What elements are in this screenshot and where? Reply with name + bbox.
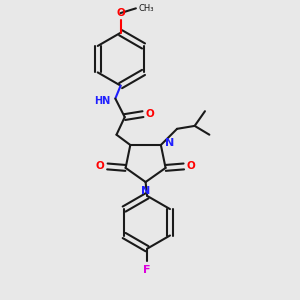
Text: HN: HN [94, 96, 110, 106]
Text: O: O [96, 161, 104, 171]
Text: O: O [116, 8, 125, 18]
Text: N: N [141, 186, 150, 196]
Text: CH₃: CH₃ [138, 4, 154, 13]
Text: O: O [187, 161, 196, 171]
Text: N: N [165, 138, 174, 148]
Text: O: O [146, 109, 154, 119]
Text: F: F [143, 265, 151, 275]
